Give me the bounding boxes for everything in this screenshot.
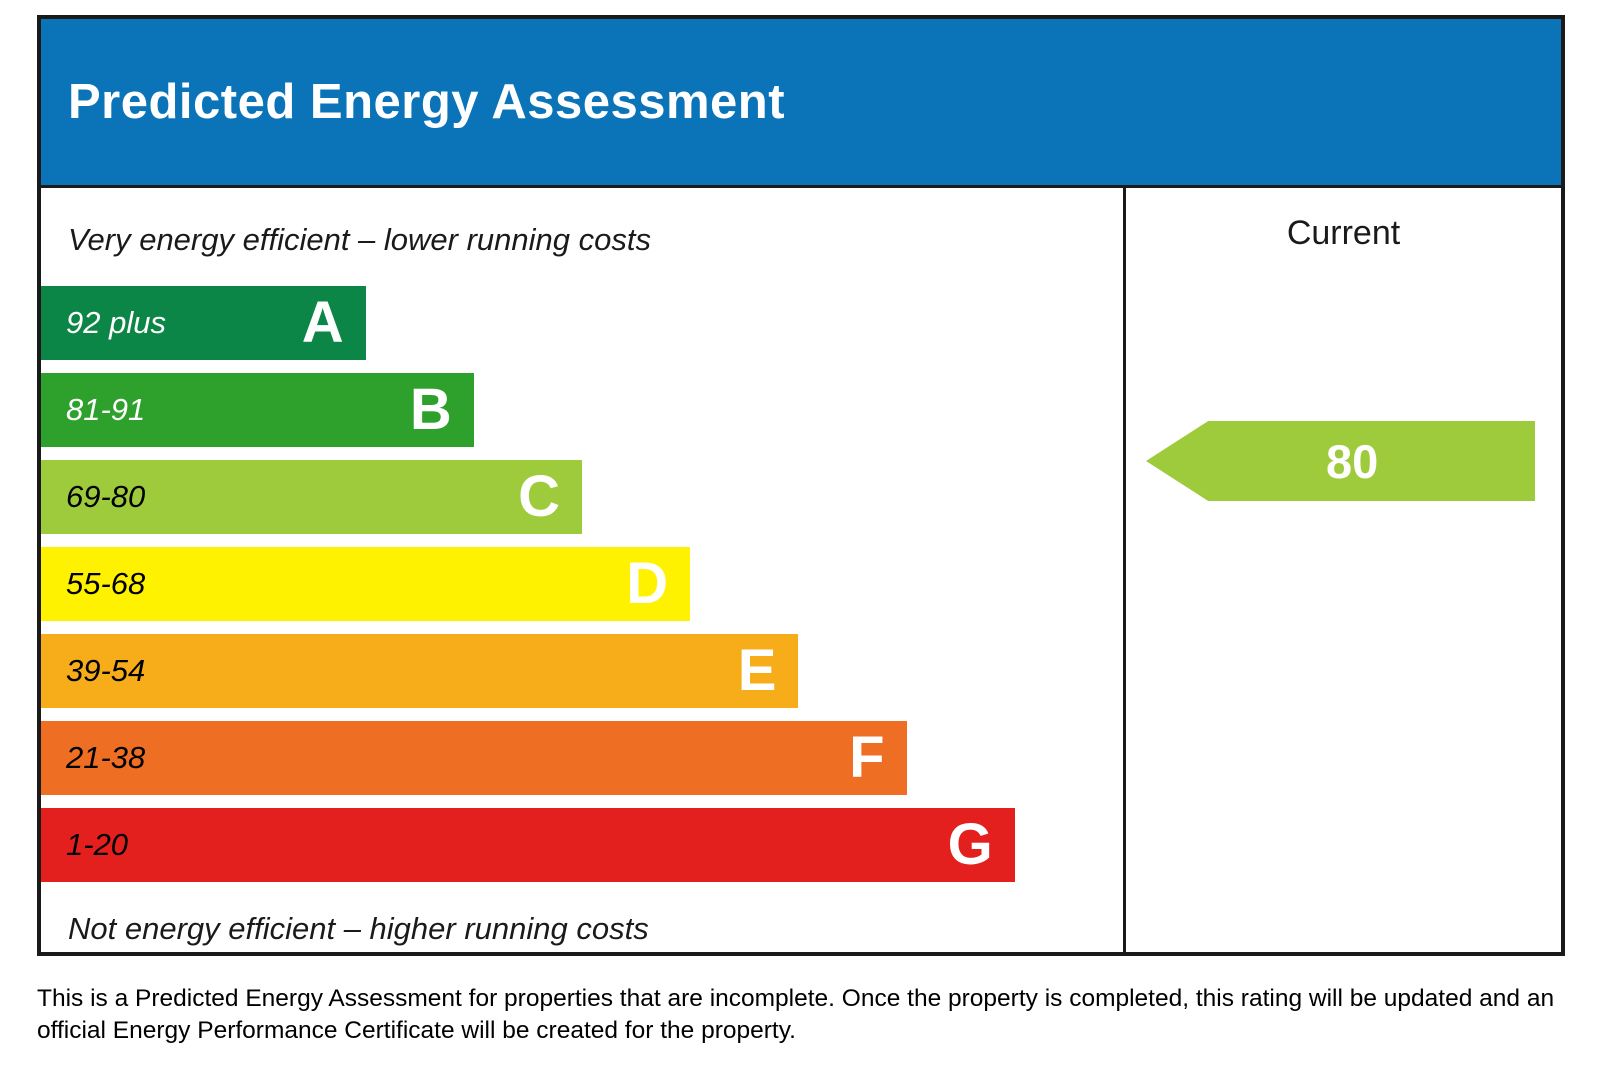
band-row-g: 1-20 G — [41, 808, 1123, 895]
panel-body: Very energy efficient – lower running co… — [41, 188, 1561, 953]
energy-assessment-panel: Predicted Energy Assessment Very energy … — [37, 15, 1565, 956]
not-efficient-label: Not energy efficient – higher running co… — [68, 911, 649, 946]
band-row-a: 92 plus A — [41, 286, 1123, 373]
footer-note: This is a Predicted Energy Assessment fo… — [37, 985, 1555, 1045]
band-b-bar: 81-91 B — [41, 373, 474, 447]
band-c-letter: C — [518, 464, 560, 529]
band-b-letter: B — [409, 377, 452, 442]
band-e-range: 39-54 — [66, 653, 146, 688]
band-a-bar: 92 plus A — [41, 286, 366, 360]
band-g-range: 1-20 — [66, 827, 129, 862]
band-row-d: 55-68 D — [41, 547, 1123, 634]
band-c-range: 69-80 — [66, 479, 146, 514]
panel-header: Predicted Energy Assessment — [41, 19, 1561, 188]
current-rating-column: Current 80 — [1123, 188, 1561, 953]
band-row-b: 81-91 B — [41, 373, 1123, 460]
current-rating-arrow: 80 — [1146, 421, 1535, 501]
very-efficient-label: Very energy efficient – lower running co… — [68, 222, 651, 257]
band-row-c: 69-80 C — [41, 460, 1123, 547]
band-d-letter: D — [626, 551, 669, 616]
band-b-range: 81-91 — [66, 392, 146, 427]
band-d-bar: 55-68 D — [41, 547, 691, 621]
band-c-bar: 69-80 C — [41, 460, 582, 534]
band-f-letter: F — [849, 725, 885, 790]
band-e-letter: E — [737, 638, 777, 703]
current-rating-value: 80 — [1326, 434, 1379, 488]
band-row-f: 21-38 F — [41, 721, 1123, 808]
band-g-letter: G — [947, 812, 993, 877]
band-a-letter: A — [301, 290, 344, 355]
rating-scale: Very energy efficient – lower running co… — [41, 188, 1123, 953]
band-f-range: 21-38 — [66, 740, 146, 775]
rating-bands: 92 plus A 81-91 B 69-80 C — [41, 286, 1123, 895]
band-f-bar: 21-38 F — [41, 721, 907, 795]
band-e-bar: 39-54 E — [41, 634, 799, 708]
band-d-range: 55-68 — [66, 566, 146, 601]
band-a-range: 92 plus — [66, 305, 166, 340]
current-column-header: Current — [1286, 214, 1401, 252]
panel-title: Predicted Energy Assessment — [68, 75, 786, 129]
band-g-bar: 1-20 G — [41, 808, 1015, 882]
band-row-e: 39-54 E — [41, 634, 1123, 721]
